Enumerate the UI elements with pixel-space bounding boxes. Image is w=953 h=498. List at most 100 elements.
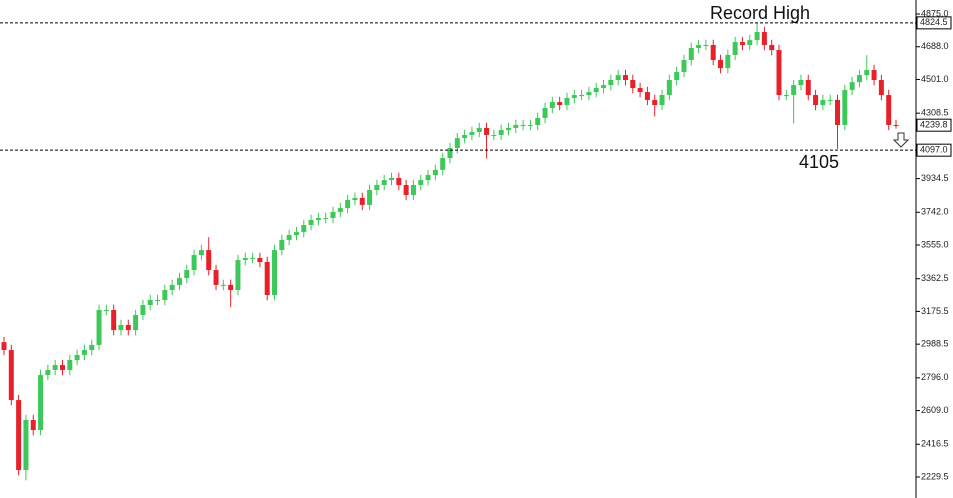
candle-body: [498, 130, 504, 135]
candle-body: [718, 60, 724, 69]
candle-body: [615, 75, 621, 80]
candle-body: [30, 420, 36, 430]
candle-body: [374, 184, 380, 191]
y-tick-label: 3742.0: [921, 207, 949, 217]
candle-body: [345, 200, 351, 209]
level-box: [916, 143, 952, 157]
candle-body: [176, 278, 182, 285]
candle-body: [242, 257, 248, 261]
candle-body: [67, 359, 73, 370]
candle-body: [842, 89, 848, 125]
candle-body: [213, 270, 219, 285]
candle-body: [469, 131, 475, 135]
y-tick-label: 2229.5: [921, 471, 949, 481]
candle-body: [125, 324, 131, 331]
candle-body: [59, 365, 65, 370]
candle-body: [564, 98, 570, 106]
candle-body: [820, 99, 826, 106]
candle-body: [410, 184, 416, 195]
candle-body: [45, 369, 51, 376]
candle-body: [279, 239, 285, 251]
candle-body: [198, 250, 204, 255]
y-tick-label: 3555.0: [921, 239, 949, 249]
candle-body: [783, 95, 789, 97]
y-tick-label: 4875.0: [921, 8, 949, 18]
candle-body: [323, 218, 329, 220]
candle-body: [16, 400, 22, 471]
candle-body: [23, 420, 29, 471]
candle-body: [454, 138, 460, 149]
y-tick-label: 4308.5: [921, 108, 949, 118]
candle-body: [462, 134, 468, 139]
candle-body: [535, 117, 541, 125]
y-tick-label: 2988.5: [921, 339, 949, 349]
candle-body: [696, 44, 702, 48]
level-label: 4097.0: [920, 145, 948, 155]
candle-body: [776, 50, 782, 96]
candle-body: [352, 197, 358, 201]
candle-body: [293, 232, 299, 236]
candle-body: [272, 250, 278, 296]
candle-body: [659, 95, 665, 106]
candle-body: [827, 99, 833, 101]
candle-body: [264, 261, 270, 296]
candle-body: [513, 124, 519, 128]
candle-body: [754, 32, 760, 41]
candle-body: [38, 375, 44, 430]
down-arrow-icon: [892, 132, 910, 148]
candle-body: [89, 344, 95, 351]
candle-body: [484, 127, 490, 135]
candle-body: [893, 124, 899, 126]
candle-body: [835, 99, 841, 125]
y-tick-label: 4501.0: [921, 74, 949, 84]
candle-body: [725, 54, 731, 69]
candle-body: [133, 315, 139, 331]
candle-body: [476, 127, 482, 132]
candle-body: [111, 309, 117, 331]
candle-body: [389, 177, 395, 181]
candle-body: [579, 95, 585, 97]
y-tick-label: 2609.0: [921, 405, 949, 415]
candle-body: [140, 305, 146, 316]
candle-body: [666, 79, 672, 96]
candle-body: [155, 299, 161, 301]
candle-body: [681, 60, 687, 72]
candle-body: [886, 95, 892, 125]
candle-body: [440, 158, 446, 170]
candle-body: [813, 95, 819, 106]
candle-body: [367, 190, 373, 205]
candle-body: [608, 79, 614, 86]
candle-body: [396, 177, 402, 185]
candle-body: [191, 254, 197, 271]
candle-body: [425, 175, 431, 181]
candle-body: [250, 257, 256, 259]
candle-body: [403, 184, 409, 195]
level-box: [916, 16, 952, 30]
candle-body: [739, 42, 745, 45]
candle-body: [520, 124, 526, 126]
candle-body: [710, 44, 716, 61]
candle-body: [557, 102, 563, 106]
candle-body: [864, 70, 870, 76]
candle-body: [805, 79, 811, 96]
candle-body: [96, 309, 102, 345]
low-label: 4105: [799, 152, 839, 172]
candle-body: [381, 180, 387, 185]
candle-body: [359, 197, 365, 205]
candle-body: [637, 88, 643, 93]
candle-body: [447, 148, 453, 159]
y-tick-label: 2416.5: [921, 439, 949, 449]
candle-body: [798, 79, 804, 86]
candle-body: [103, 309, 109, 311]
level-box: [916, 118, 952, 132]
candle-body: [586, 92, 592, 96]
candle-body: [432, 169, 438, 176]
candle-body: [169, 284, 175, 290]
y-tick-label: 2796.0: [921, 372, 949, 382]
candle-body: [622, 75, 628, 80]
record-high-label: Record High: [710, 3, 810, 23]
candle-body: [747, 40, 753, 45]
candle-body: [330, 211, 336, 219]
candle-body: [871, 70, 877, 80]
candle-body: [162, 289, 168, 300]
